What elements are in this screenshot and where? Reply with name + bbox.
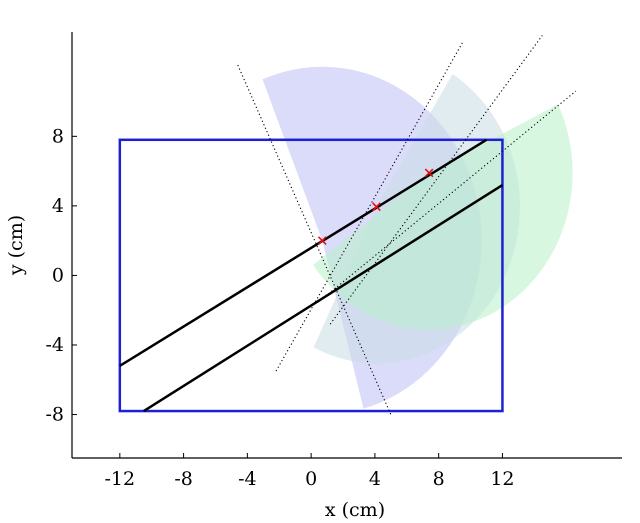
series-line-1 (143, 183, 504, 413)
x-tick-label: -8 (174, 468, 193, 490)
boundary-rectangle (118, 138, 504, 413)
dotted-line-3 (325, 90, 577, 297)
ticks-layer: -12 -8 -4 0 4 8 12 -8 -4 0 4 8 (45, 125, 514, 490)
dotted-line-0 (237, 64, 392, 415)
series-line-0 (119, 138, 488, 367)
y-tick-label: -8 (45, 404, 64, 426)
data-point-1 (372, 202, 381, 212)
dotted-lines-layer (237, 35, 577, 415)
wedges-layer (262, 66, 573, 409)
x-tick-label: 0 (305, 468, 317, 490)
rectangle-layer (118, 138, 504, 413)
y-tick-label: 8 (52, 125, 64, 147)
y-tick-label: 4 (52, 195, 64, 217)
x-tick-label: 12 (490, 468, 514, 490)
data-point-0 (317, 236, 327, 246)
x-tick-label: -12 (105, 468, 136, 490)
y-axis-label: y (cm) (5, 215, 27, 276)
y-tick-label: -4 (45, 334, 64, 356)
x-tick-label: 4 (369, 468, 381, 490)
x-tick-label: -4 (238, 468, 257, 490)
x-tick-label: 8 (433, 468, 445, 490)
axes-layer (71, 32, 622, 459)
lines-layer (119, 138, 504, 413)
y-tick-label: 0 (52, 264, 64, 286)
x-axis-label: x (cm) (325, 499, 385, 521)
points-layer (317, 168, 434, 246)
data-point-2 (424, 168, 434, 178)
wedge-2 (313, 104, 573, 330)
dotted-line-2 (329, 35, 543, 325)
